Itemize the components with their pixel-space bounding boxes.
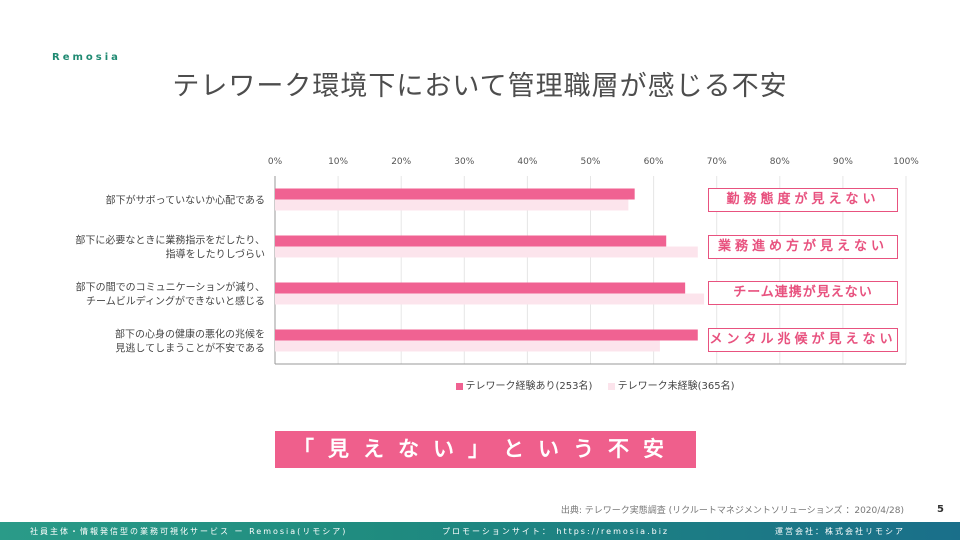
bar: [275, 329, 698, 341]
tick-label: 40%: [517, 157, 537, 167]
page-number: 5: [937, 504, 944, 515]
tick-label: 50%: [580, 157, 600, 167]
category-label: 部下に必要なときに業務指示をだしたり、: [75, 234, 265, 247]
legend-swatch-experienced: [455, 382, 463, 390]
bar: [275, 340, 660, 352]
page-title: テレワーク環境下において管理職層が感じる不安: [172, 71, 788, 102]
bar: [275, 235, 667, 247]
category-label: チームビルディングができないと感じる: [86, 295, 265, 308]
tick-label: 60%: [644, 157, 664, 167]
category-label: 見逃してしまうことが不安である: [115, 342, 265, 355]
footer-service-name: 社員主体・情報発信型の業務可視化サービス ー Remosia(リモシア): [30, 527, 348, 536]
tick-label: 100%: [893, 157, 919, 167]
bar: [275, 282, 686, 294]
tick-label: 90%: [833, 157, 853, 167]
legend-swatch-inexperienced: [607, 382, 615, 390]
tick-label: 0%: [268, 157, 283, 167]
legend-label-inexperienced: テレワーク未経験(365名): [617, 381, 735, 392]
bar: [275, 246, 698, 258]
callout-team: チーム連携が見えない: [708, 281, 898, 305]
tick-label: 10%: [328, 157, 348, 167]
category-label: 部下の心身の健康の悪化の兆候を: [115, 328, 265, 341]
category-label: 部下がサボっていないか心配である: [106, 194, 265, 207]
footer-bar: 社員主体・情報発信型の業務可視化サービス ー Remosia(リモシア) プロモ…: [0, 522, 960, 540]
footer-company: 運営会社：株式会社リモシア: [775, 527, 905, 536]
legend-label-experienced: テレワーク経験あり(253名): [465, 381, 593, 392]
tick-label: 70%: [707, 157, 727, 167]
callout-attitude: 勤務態度が見えない: [708, 188, 898, 212]
bar: [275, 199, 629, 211]
tick-label: 30%: [454, 157, 474, 167]
footer-promo-site: プロモーションサイト： https://remosia.biz: [442, 527, 670, 536]
chart-legend: テレワーク経験あり(253名) テレワーク未経験(365名): [0, 377, 960, 392]
category-label: 指導をしたりしづらい: [166, 248, 265, 261]
source-citation: 出典: テレワーク実態調査 (リクルートマネジメントソリューションズ ：2020…: [560, 506, 904, 516]
bar: [275, 293, 705, 305]
tick-label: 20%: [391, 157, 411, 167]
callout-work-progress: 業務進め方が見えない: [708, 235, 898, 259]
brand-logo: Remosia: [52, 52, 121, 63]
bar: [275, 188, 635, 200]
legend-item-inexperienced: テレワーク未経験(365名): [607, 377, 735, 392]
conclusion-banner: 「見えない」という不安: [275, 431, 696, 468]
tick-label: 80%: [770, 157, 790, 167]
callout-mental: メンタル兆候が見えない: [708, 328, 898, 352]
legend-item-experienced: テレワーク経験あり(253名): [455, 377, 593, 392]
category-label: 部下の間でのコミュニケーションが減り、: [76, 281, 265, 294]
